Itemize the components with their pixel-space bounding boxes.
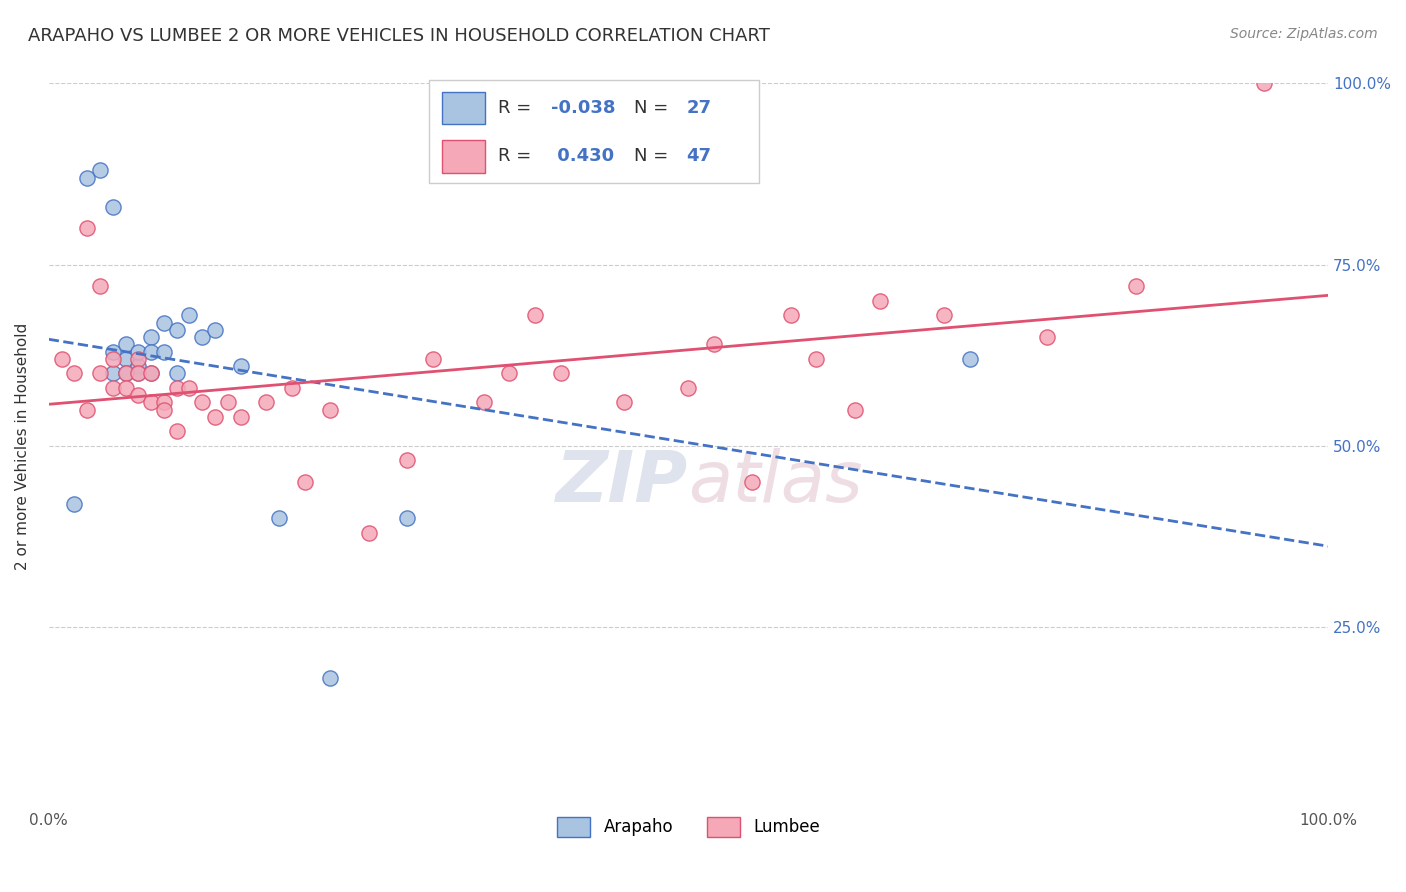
Text: atlas: atlas	[689, 448, 863, 516]
Point	[114, 381, 136, 395]
Point	[153, 344, 176, 359]
Point	[294, 475, 316, 490]
Point	[127, 344, 149, 359]
Point	[101, 351, 124, 366]
Point	[51, 351, 73, 366]
Point	[550, 367, 572, 381]
Point	[114, 367, 136, 381]
Text: R =: R =	[498, 99, 537, 117]
Point	[523, 309, 546, 323]
Point	[319, 671, 342, 685]
Point	[127, 367, 149, 381]
Point	[741, 475, 763, 490]
Point	[114, 351, 136, 366]
Point	[89, 367, 111, 381]
Point	[153, 395, 176, 409]
Point	[139, 395, 162, 409]
Point	[127, 367, 149, 381]
Point	[779, 309, 801, 323]
Point	[267, 511, 290, 525]
Point	[422, 351, 444, 366]
Point	[613, 395, 636, 409]
Point	[139, 344, 162, 359]
Point	[1253, 77, 1275, 91]
Text: ARAPAHO VS LUMBEE 2 OR MORE VEHICLES IN HOUSEHOLD CORRELATION CHART: ARAPAHO VS LUMBEE 2 OR MORE VEHICLES IN …	[28, 27, 770, 45]
Point	[114, 337, 136, 351]
Point	[139, 330, 162, 344]
Bar	[441, 140, 485, 173]
Point	[204, 323, 226, 337]
Text: 47: 47	[686, 147, 711, 165]
Point	[959, 351, 981, 366]
Point	[76, 170, 98, 185]
Point	[806, 351, 828, 366]
Point	[76, 221, 98, 235]
Legend: Arapaho, Lumbee: Arapaho, Lumbee	[550, 810, 827, 844]
Point	[281, 381, 304, 395]
Text: N =: N =	[634, 99, 673, 117]
Point	[153, 316, 176, 330]
Point	[703, 337, 725, 351]
Point	[869, 293, 891, 308]
Point	[191, 395, 214, 409]
Text: 0.430: 0.430	[551, 147, 614, 165]
Point	[191, 330, 214, 344]
Point	[101, 200, 124, 214]
Point	[101, 367, 124, 381]
Point	[89, 163, 111, 178]
Point	[166, 425, 188, 439]
Point	[139, 367, 162, 381]
Text: ZIP: ZIP	[557, 448, 689, 516]
Text: 27: 27	[686, 99, 711, 117]
Point	[1125, 279, 1147, 293]
Point	[101, 344, 124, 359]
Point	[472, 395, 495, 409]
Point	[179, 309, 201, 323]
Point	[217, 395, 239, 409]
Text: N =: N =	[634, 147, 673, 165]
Point	[89, 279, 111, 293]
Point	[127, 359, 149, 374]
Point	[498, 367, 520, 381]
Point	[166, 323, 188, 337]
Point	[166, 381, 188, 395]
Point	[63, 367, 86, 381]
Point	[1035, 330, 1057, 344]
Point	[76, 402, 98, 417]
Point	[179, 381, 201, 395]
Y-axis label: 2 or more Vehicles in Household: 2 or more Vehicles in Household	[15, 322, 30, 570]
Point	[254, 395, 277, 409]
Point	[395, 511, 418, 525]
Point	[114, 367, 136, 381]
Point	[127, 388, 149, 402]
Point	[101, 381, 124, 395]
Point	[153, 402, 176, 417]
Point	[844, 402, 866, 417]
Point	[678, 381, 700, 395]
Point	[166, 367, 188, 381]
Point	[127, 351, 149, 366]
Point	[357, 525, 380, 540]
Point	[934, 309, 956, 323]
Point	[229, 409, 252, 424]
Point	[229, 359, 252, 374]
Point	[319, 402, 342, 417]
Bar	[441, 92, 485, 124]
Point	[63, 497, 86, 511]
Text: R =: R =	[498, 147, 537, 165]
Text: -0.038: -0.038	[551, 99, 616, 117]
Point	[395, 453, 418, 467]
Text: Source: ZipAtlas.com: Source: ZipAtlas.com	[1230, 27, 1378, 41]
Point	[139, 367, 162, 381]
Point	[204, 409, 226, 424]
